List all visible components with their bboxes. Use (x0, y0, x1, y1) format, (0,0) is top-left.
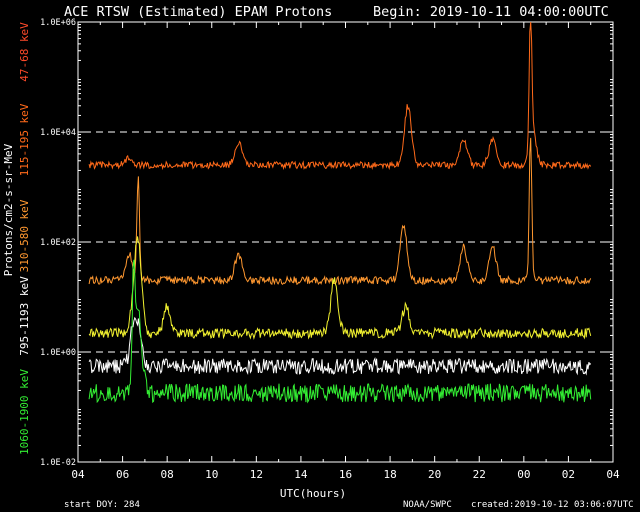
legend-series-795-1193: 795-1193 keV (18, 276, 31, 356)
series-lines (88, 21, 592, 404)
y-axis: 1.0E-02 1.0E+00 1.0E+02 1.0E+04 1.0E+06 (40, 18, 613, 468)
legend-series-1060-1900: 1060-1900 keV (18, 369, 31, 455)
series-line (88, 259, 592, 404)
series-line (88, 137, 592, 286)
footer-source: NOAA/SWPC (403, 500, 452, 510)
x-tick-label: 10 (205, 468, 218, 481)
x-tick-label: 02 (562, 468, 575, 481)
x-tick-label: 00 (517, 468, 530, 481)
y-axis-label: Protons/cm2-s-sr-MeV (2, 143, 15, 276)
x-axis-label: UTC(hours) (280, 487, 346, 500)
footer-created: created:2019-10-12 03:06:07UTC (471, 500, 634, 510)
y-tick-label: 1.0E-02 (40, 458, 76, 468)
legend-series-47-68: 47-68 keV (18, 22, 31, 82)
x-tick-label: 04 (71, 468, 85, 481)
x-tick-label: 06 (116, 468, 129, 481)
x-tick-label: 08 (161, 468, 174, 481)
chart-begin-time: Begin: 2019-10-11 04:00:00UTC (373, 4, 609, 20)
legend-series-310-580: 310-580 keV (18, 199, 31, 272)
x-tick-label: 12 (250, 468, 263, 481)
y-tick-label: 1.0E+04 (40, 128, 76, 138)
series-line (88, 316, 592, 376)
x-tick-label: 04 (606, 468, 620, 481)
x-tick-label: 14 (294, 468, 308, 481)
legend-series-115-195: 115-195 keV (18, 103, 31, 176)
series-line (88, 236, 592, 340)
x-axis: 04 06 08 10 12 14 16 18 20 22 00 02 04 (71, 22, 620, 481)
dashed-reference-lines (84, 131, 607, 353)
x-tick-label: 20 (428, 468, 441, 481)
chart-title: ACE RTSW (Estimated) EPAM Protons (64, 4, 332, 20)
y-tick-label: 1.0E+02 (40, 238, 76, 248)
x-tick-label: 22 (473, 468, 486, 481)
series-line (88, 21, 592, 171)
x-tick-label: 18 (383, 468, 396, 481)
footer-start-doy: start DOY: 284 (64, 500, 140, 510)
x-tick-label: 16 (339, 468, 352, 481)
y-tick-label: 1.0E+06 (40, 18, 76, 28)
y-tick-label: 1.0E+00 (40, 348, 76, 358)
